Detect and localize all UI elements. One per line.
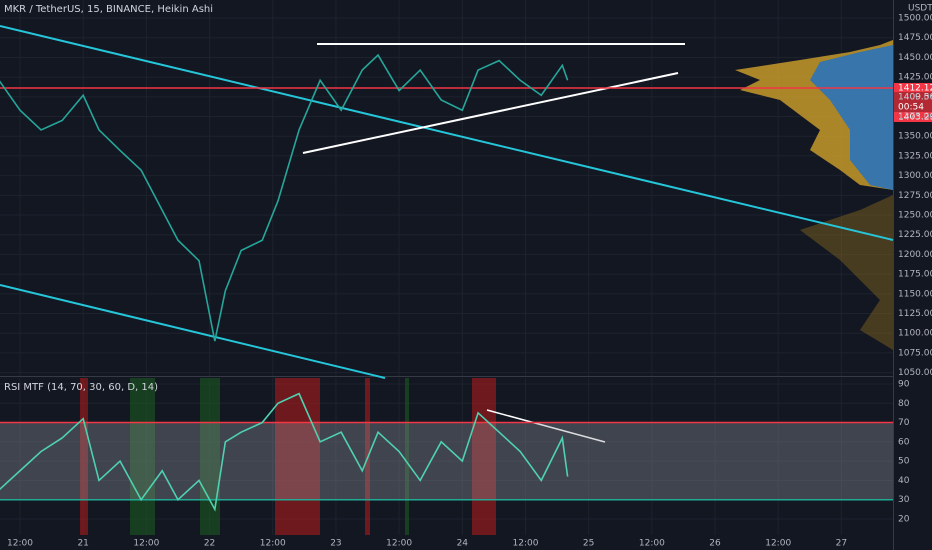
- currency: USDT: [908, 4, 932, 14]
- rsi-title: RSI MTF (14, 70, 30, 60, D, 14): [4, 382, 158, 393]
- y-tick-label: 60: [898, 437, 910, 447]
- y-tick-label: 70: [898, 418, 910, 428]
- price-tag: 1409.56: [898, 93, 932, 103]
- y-tick-label: 1050.00: [898, 368, 932, 378]
- price-tags: 1412.12 1409.56 00:54 1403.29: [894, 83, 932, 123]
- y-tick-label: 1325.00: [898, 151, 932, 161]
- trend-line: [0, 25, 894, 241]
- y-tick-label: 1175.00: [898, 270, 932, 280]
- x-tick-label: 23: [330, 539, 341, 549]
- y-tick-label: 1150.00: [898, 289, 932, 299]
- x-tick-label: 26: [709, 539, 721, 549]
- y-tick-label: 1400.00: [898, 92, 932, 102]
- x-tick-label: 21: [77, 539, 88, 549]
- x-tick-label: 22: [204, 539, 215, 549]
- y-tick-label: 20: [898, 514, 910, 524]
- y-tick-label: 1425.00: [898, 73, 932, 83]
- y-tick-label: 1450.00: [898, 53, 932, 63]
- y-tick-label: 40: [898, 476, 910, 486]
- y-tick-label: 1350.00: [898, 132, 932, 142]
- y-tick-label: 1250.00: [898, 211, 932, 221]
- y-tick-label: 50: [898, 457, 910, 467]
- countdown: 00:54: [898, 103, 924, 113]
- y-tick-label: 1275.00: [898, 191, 932, 201]
- x-tick-label: 12:00: [7, 539, 33, 549]
- header: MKR / TetherUS, 15, BINANCE, Heikin Ashi: [4, 4, 213, 15]
- x-tick-label: 12:00: [639, 539, 665, 549]
- price-tag: 1412.12: [898, 84, 932, 94]
- y-tick-label: 80: [898, 399, 910, 409]
- y-tick-label: 1475.00: [898, 33, 932, 43]
- y-tick-label: 1375.00: [898, 112, 932, 122]
- x-tick-label: 12:00: [133, 539, 159, 549]
- trend-line: [0, 284, 386, 379]
- y-tick-label: 1100.00: [898, 329, 932, 339]
- x-tick-label: 12:00: [765, 539, 791, 549]
- series-line: [0, 53, 569, 342]
- y-tick-label: 1075.00: [898, 348, 932, 358]
- support-line: [302, 72, 679, 154]
- y-tick-label: 1300.00: [898, 171, 932, 181]
- pane-divider: [0, 376, 893, 377]
- level-band: [0, 422, 893, 500]
- y-tick-label: 1125.00: [898, 309, 932, 319]
- x-tick-label: 27: [836, 539, 847, 549]
- y-tick-label: 1200.00: [898, 250, 932, 260]
- x-tick-label: 12:00: [260, 539, 286, 549]
- x-tick-label: 12:00: [386, 539, 412, 549]
- rsi-highlights: [80, 378, 496, 535]
- x-tick-label: 24: [457, 539, 469, 549]
- axis-divider: [893, 0, 894, 550]
- y-tick-label: 1500.00: [898, 14, 932, 24]
- x-tick-label: 12:00: [513, 539, 539, 549]
- y-tick-label: 90: [898, 379, 910, 389]
- x-tick-label: 25: [583, 539, 594, 549]
- price-tag: 1403.29: [898, 113, 932, 123]
- decorations: [0, 0, 894, 550]
- series-line: [0, 392, 569, 512]
- rsi-trend-line: [486, 409, 606, 443]
- y-tick-label: 30: [898, 495, 910, 505]
- y-tick-label: 1225.00: [898, 230, 932, 240]
